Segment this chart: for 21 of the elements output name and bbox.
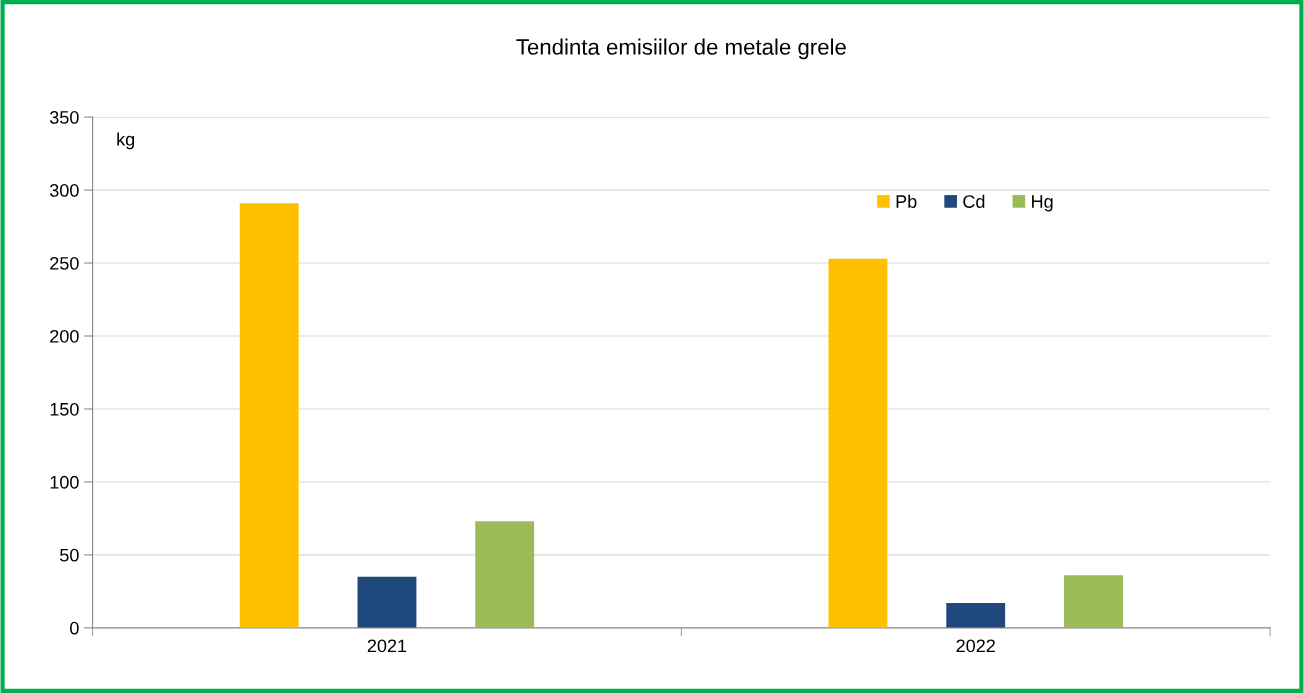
y-tick-label: 100 [50, 475, 79, 489]
bar [1064, 575, 1123, 628]
bar [946, 603, 1006, 628]
bar [357, 576, 417, 628]
y-tick-label: 0 [70, 621, 79, 635]
x-tick-label: 2022 [956, 639, 995, 653]
y-tick-label: 300 [49, 184, 79, 197]
legend-label: Cd [963, 194, 985, 208]
x-tick-label: 2021 [367, 639, 407, 653]
y-tick-label: 200 [50, 329, 79, 343]
y-tick-label: 50 [60, 548, 79, 562]
y-tick-label: 150 [50, 402, 79, 416]
y-axis-title: kg [117, 132, 135, 150]
bar [475, 521, 535, 628]
y-tick-label: 350 [49, 111, 79, 124]
legend-label: Pb [896, 194, 917, 208]
chart-title: Tendinta emisiilor de metale grele [516, 38, 846, 60]
legend-label: Hg [1032, 195, 1053, 212]
y-tick-label: 250 [50, 256, 79, 270]
bar [239, 203, 299, 628]
bar [828, 258, 888, 628]
